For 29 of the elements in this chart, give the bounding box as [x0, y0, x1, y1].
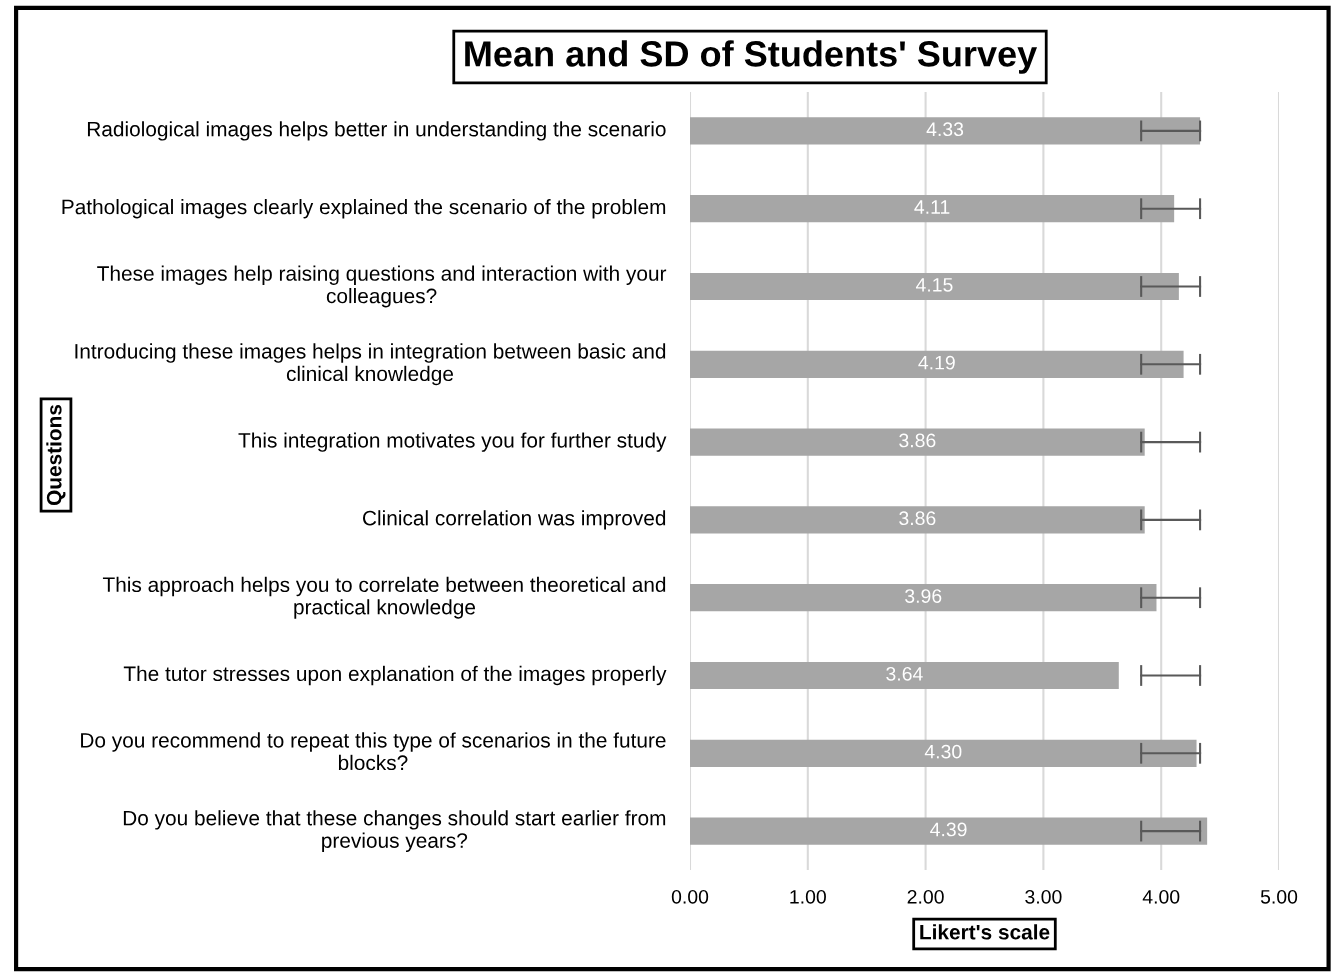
- data-label: 4.30: [924, 744, 962, 759]
- y-tick-label: Clinical correlation was improved: [363, 510, 666, 530]
- data-label: 4.11: [914, 200, 950, 214]
- y-tick-label: Do you believe that these changes should start earlier from previous years?: [123, 810, 666, 853]
- data-label: 4.39: [930, 822, 967, 837]
- data-label: 3.86: [899, 511, 936, 526]
- data-label: 3.64: [886, 666, 923, 681]
- data-label: 3.96: [905, 589, 942, 603]
- x-tick-label: 4.00: [1142, 889, 1180, 904]
- y-tick-label: Introducing these images helps in integration between basic and clinical knowledge: [75, 343, 666, 386]
- data-label: 3.86: [899, 433, 936, 448]
- data-label: 4.15: [915, 278, 953, 292]
- x-axis-title: Likert's scale: [920, 924, 1050, 940]
- x-tick-label: 1.00: [790, 889, 826, 904]
- y-tick-label: This integration motivates you for further study: [238, 432, 667, 452]
- x-tick-label: 0.00: [671, 889, 709, 904]
- chart-title: Mean and SD of Students' Survey: [465, 40, 1038, 74]
- y-axis-title: Questions: [46, 404, 66, 506]
- x-tick-label: 5.00: [1260, 889, 1298, 904]
- x-tick-label: 3.00: [1025, 889, 1062, 904]
- data-label: 4.33: [926, 122, 964, 137]
- y-tick-label: The tutor stresses upon explanation of the images properly: [123, 665, 667, 686]
- y-tick-label: Pathological images clearly explained the scenario of the problem: [62, 198, 666, 219]
- x-tick-label: 2.00: [907, 889, 944, 904]
- y-tick-label: These images help raising questions and interaction with your colleagues?: [97, 265, 667, 308]
- y-tick-label: This approach helps you to correlate between theoretical and practical knowledge: [102, 576, 666, 619]
- data-label: 4.19: [918, 355, 955, 370]
- y-tick-label: Radiological images helps better in understanding the scenario: [87, 121, 666, 141]
- y-tick-label: Do you recommend to repeat this type of scenarios in the future blocks?: [81, 732, 666, 771]
